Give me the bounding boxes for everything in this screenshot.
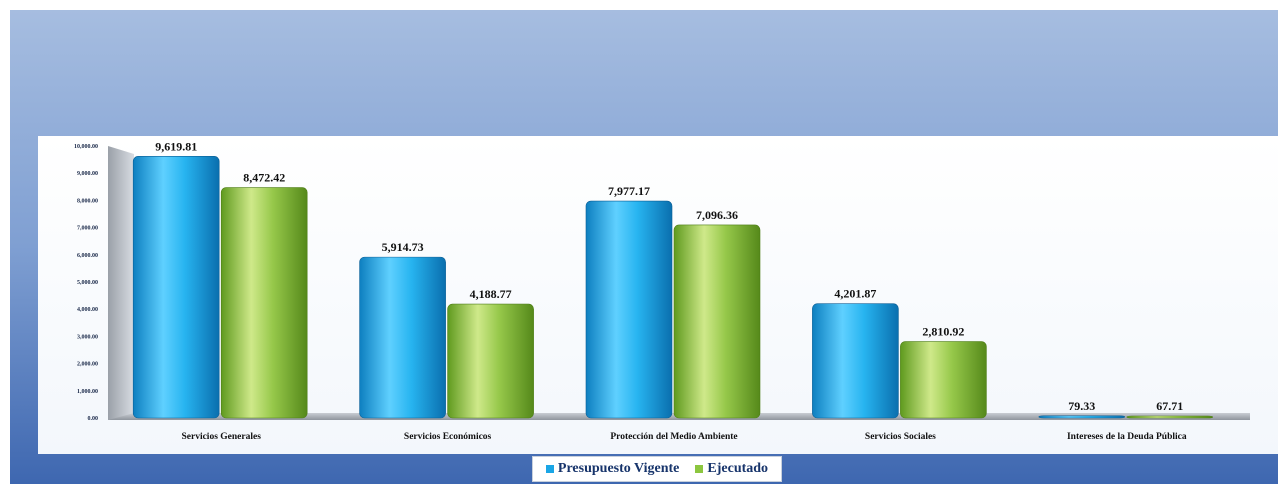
bar-presupuesto-0 — [132, 156, 220, 419]
bars-layer: 9,619.81 8,472.42 5,914.73 4,188.77 7,977.17… — [132, 139, 1214, 419]
bar-presupuesto-4 — [1038, 415, 1126, 419]
y-tick-label: 10,000.00 — [74, 144, 98, 150]
y-axis: 0.00 1,000.00 2,000.00 3,000.00 4,000.00 5,00… — [74, 144, 98, 422]
bar-ejecutado-3 — [900, 341, 987, 419]
data-label: 79.33 — [1068, 399, 1095, 413]
y-tick-label: 0.00 — [88, 416, 99, 422]
x-category-label: Intereses de la Deuda Pública — [1067, 432, 1187, 442]
legend: Presupuesto Vigente Ejecutado — [532, 456, 782, 482]
data-label: 2,810.92 — [922, 325, 964, 339]
data-label: 4,201.87 — [834, 287, 876, 301]
data-label: 67.71 — [1156, 399, 1183, 413]
y-tick-label: 3,000.00 — [77, 334, 98, 340]
bar-presupuesto-2 — [585, 200, 673, 419]
x-category-label: Protección del Medio Ambiente — [610, 432, 737, 442]
x-axis: Servicios Generales Servicios Económicos P… — [181, 432, 1186, 442]
legend-swatch-ejecutado — [695, 465, 704, 473]
data-label: 9,619.81 — [155, 139, 197, 153]
bar-ejecutado-0 — [220, 187, 308, 419]
bar-ejecutado-1 — [447, 303, 534, 419]
data-label: 7,096.36 — [696, 208, 738, 222]
bar-ejecutado-2 — [673, 224, 761, 419]
legend-item-ejecutado: Ejecutado — [695, 461, 768, 477]
x-category-label: Servicios Económicos — [404, 432, 492, 442]
bar-presupuesto-3 — [812, 303, 899, 419]
back-wall — [108, 146, 134, 420]
y-tick-label: 9,000.00 — [77, 171, 98, 177]
y-tick-label: 4,000.00 — [77, 307, 98, 313]
x-category-label: Servicios Sociales — [865, 432, 936, 442]
y-tick-label: 6,000.00 — [77, 253, 98, 259]
y-tick-label: 5,000.00 — [77, 280, 98, 286]
bar-ejecutado-4 — [1126, 415, 1214, 419]
legend-item-presupuesto: Presupuesto Vigente — [545, 461, 680, 477]
data-label: 8,472.42 — [243, 171, 285, 185]
data-label: 7,977.17 — [608, 184, 650, 198]
legend-swatch-presupuesto — [545, 465, 554, 473]
y-tick-label: 8,000.00 — [77, 198, 98, 204]
data-label: 5,914.73 — [382, 240, 424, 254]
y-tick-label: 7,000.00 — [77, 226, 98, 232]
y-tick-label: 2,000.00 — [77, 362, 98, 368]
bar-presupuesto-1 — [359, 256, 446, 419]
x-category-label: Servicios Generales — [181, 432, 261, 442]
legend-label-ejecutado: Ejecutado — [707, 461, 769, 476]
data-label: 4,188.77 — [470, 287, 512, 301]
legend-label-presupuesto: Presupuesto Vigente — [557, 461, 680, 476]
y-tick-label: 1,000.00 — [77, 389, 98, 395]
